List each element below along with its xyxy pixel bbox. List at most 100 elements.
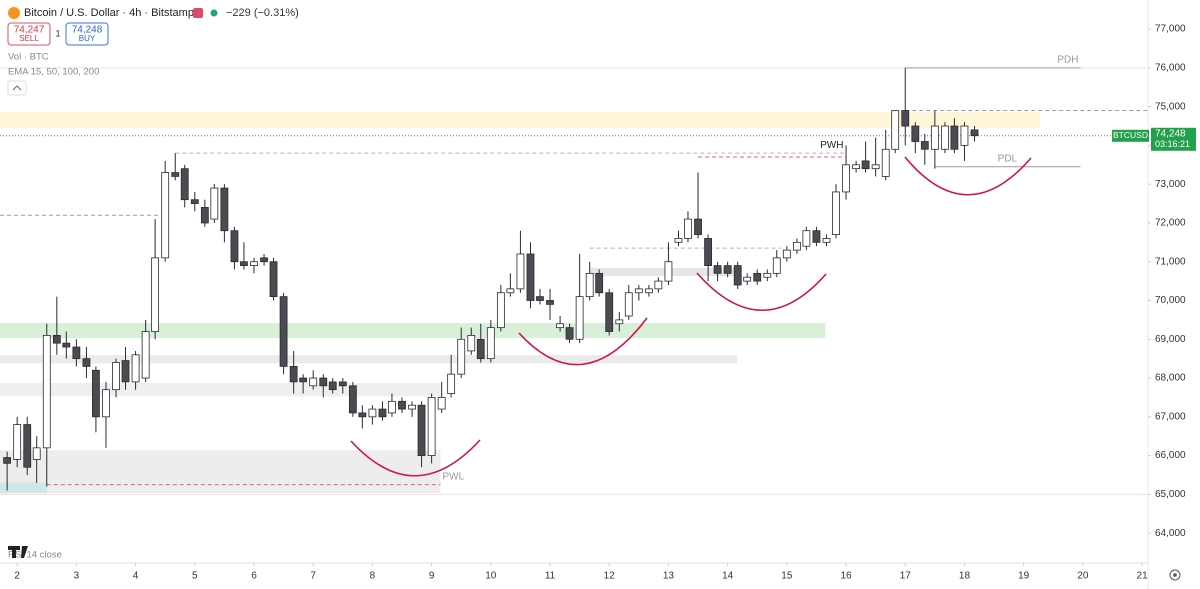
buy-price[interactable]: 74,248: [72, 25, 103, 36]
candle-body: [220, 187, 229, 232]
collapse-button[interactable]: [7, 80, 27, 96]
status-dot: [210, 9, 218, 17]
sell-price[interactable]: 74,247: [14, 25, 45, 36]
y-tick-label: 77,000: [1155, 24, 1186, 35]
indicator: EMA 15, 50, 100, 200: [8, 67, 99, 78]
settings-button[interactable]: [1169, 569, 1181, 581]
x-tick-label: 16: [840, 571, 852, 582]
x-tick-label: 19: [1018, 571, 1030, 582]
candle-body: [970, 129, 979, 137]
x-tick-label: 11: [545, 571, 556, 582]
settings-icon-dot[interactable]: [1173, 573, 1177, 577]
y-tick-label: 72,000: [1155, 218, 1186, 229]
arc: [904, 156, 1032, 196]
candle-body: [684, 218, 692, 239]
candle-body: [871, 164, 880, 170]
candle-body: [180, 168, 189, 201]
symbol-tag-label: BTCUSD: [1113, 130, 1148, 140]
candle-body: [654, 280, 663, 290]
candle-body: [23, 424, 32, 468]
candle-body: [565, 327, 574, 340]
candle-body: [861, 160, 870, 170]
candle-body: [901, 110, 910, 127]
sell-button[interactable]: 74,247 SELL: [7, 22, 51, 46]
candle-body: [250, 261, 258, 267]
candle-body: [506, 288, 515, 294]
candle-body: [713, 265, 722, 274]
candle-body: [822, 238, 831, 243]
level-label: PWL: [442, 471, 464, 482]
candle-body: [102, 389, 110, 418]
candle-body: [52, 334, 61, 344]
candle-body: [200, 207, 209, 224]
price-change: −229 (−0.31%): [226, 7, 299, 19]
x-tick-label: 17: [900, 571, 912, 582]
x-tick-label: 12: [604, 571, 616, 582]
candle-body: [417, 404, 426, 456]
candle-body: [13, 424, 22, 460]
candle-body: [694, 218, 702, 235]
candle-body: [427, 397, 436, 456]
candle-body: [595, 272, 604, 294]
zone: [0, 383, 441, 397]
candle-body: [960, 125, 969, 146]
candle-body: [615, 319, 624, 325]
candle-body: [299, 377, 308, 383]
candle-body: [42, 334, 51, 449]
candle-body: [496, 292, 505, 329]
spread: 1: [55, 28, 60, 38]
x-tick-label: 9: [429, 571, 435, 582]
candle-body: [476, 338, 485, 360]
candle-body: [92, 369, 100, 418]
candle-body: [328, 381, 337, 391]
market-icon[interactable]: [193, 8, 203, 18]
candle-body: [585, 272, 594, 298]
y-tick-label: 69,000: [1155, 334, 1186, 345]
x-tick-label: 6: [251, 571, 257, 582]
buy-button[interactable]: 74,248 BUY: [65, 22, 109, 46]
candle-body: [171, 172, 180, 177]
candle-body: [279, 296, 288, 367]
candle-body: [457, 338, 466, 375]
candle-body: [802, 230, 811, 247]
x-tick-label: 20: [1077, 571, 1089, 582]
candle-body: [348, 385, 357, 414]
candle-body: [230, 230, 239, 263]
candle-body: [210, 187, 219, 220]
level-label: PDH: [1057, 54, 1078, 65]
price-tag-label: 74,248: [1155, 128, 1186, 139]
candle-body: [753, 272, 762, 282]
candle-body: [743, 276, 752, 282]
candle-body: [289, 366, 298, 383]
x-tick-label: 10: [485, 571, 497, 582]
candle-body: [605, 292, 614, 332]
x-tick-label: 18: [959, 571, 971, 582]
candle-body: [121, 360, 130, 383]
zone: [0, 322, 826, 339]
candle-body: [309, 377, 318, 387]
candle-body: [911, 125, 920, 142]
x-tick-label: 15: [781, 571, 793, 582]
settings-icon[interactable]: [1169, 569, 1181, 581]
candle-body: [151, 257, 160, 332]
candle-body: [319, 377, 328, 387]
candle-body: [269, 261, 278, 298]
y-tick-label: 67,000: [1155, 411, 1186, 422]
rsi-label: RSI 14 close: [8, 550, 62, 561]
x-tick-label: 7: [310, 571, 316, 582]
arc: [518, 317, 648, 366]
candle-body: [240, 261, 248, 267]
buy-label[interactable]: BUY: [79, 34, 96, 43]
sell-label[interactable]: SELL: [19, 34, 39, 43]
buy-box[interactable]: [65, 22, 109, 46]
sell-box[interactable]: [7, 22, 51, 46]
candle-body: [3, 457, 12, 464]
level-label: PWH: [820, 140, 843, 151]
y-tick-label: 75,000: [1155, 101, 1186, 112]
candle-body: [704, 238, 713, 267]
x-tick-label: 8: [370, 571, 376, 582]
x-tick-label: 21: [1137, 571, 1149, 582]
arc: [696, 272, 827, 312]
